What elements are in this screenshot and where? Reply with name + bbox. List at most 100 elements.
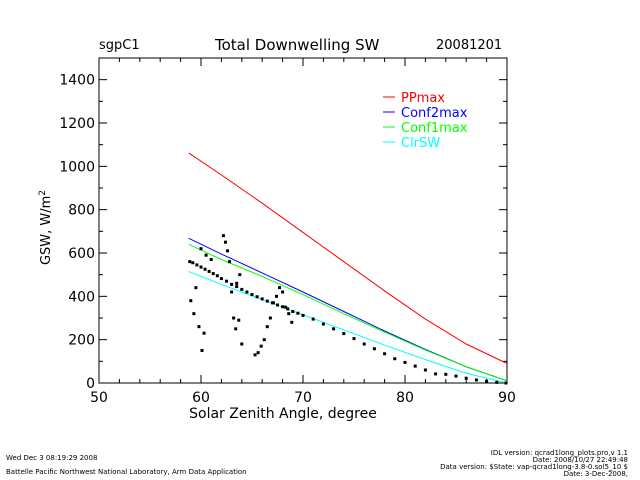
observed-point: [240, 287, 244, 291]
observed-point: [200, 349, 204, 352]
observed-point: [197, 325, 201, 329]
observed-point: [226, 249, 230, 253]
y-tick-label: 0: [86, 376, 95, 392]
observed-point: [362, 342, 366, 346]
observed-point: [195, 263, 199, 267]
observed-point: [199, 265, 203, 269]
footer-idl-version: IDL version: qcrad1long_plots.pro,v 1.1: [490, 449, 628, 457]
observed-point: [271, 301, 275, 305]
x-tick-label: 80: [396, 390, 414, 406]
footer-data-version: Data version: $State: vap-qcrad1long-3.8…: [440, 463, 628, 471]
observed-point: [230, 282, 234, 286]
observed-point: [188, 260, 192, 264]
observed-point: [284, 305, 288, 309]
observed-point: [192, 312, 196, 316]
observed-point: [255, 295, 259, 299]
observed-point: [223, 240, 227, 244]
footer-data-date: Date: 3-Dec-2008,: [563, 470, 628, 478]
observed-point: [276, 303, 279, 307]
observed-point: [228, 260, 232, 264]
observed-point: [372, 347, 376, 351]
observed-point: [240, 342, 244, 346]
observed-point: [235, 285, 239, 289]
y-axis-label: GSW, W/m2: [38, 190, 54, 265]
observed-point: [219, 277, 223, 281]
observed-point: [495, 380, 499, 384]
observed-point: [203, 267, 207, 271]
observed-point: [245, 290, 249, 294]
observed-point: [321, 322, 325, 326]
observed-point: [268, 316, 272, 320]
y-tick-label: 1000: [59, 159, 95, 175]
observed-point: [211, 272, 215, 276]
observed-point: [265, 299, 269, 303]
observed-point: [256, 351, 260, 355]
observed-point: [413, 364, 417, 368]
observed-point: [204, 253, 208, 257]
observed-point: [235, 281, 239, 285]
observed-point: [199, 247, 203, 251]
y-tick-label: 1400: [59, 73, 95, 89]
observed-point: [423, 368, 427, 372]
observed-point: [383, 352, 387, 356]
observed-point: [209, 258, 213, 261]
legend-label-conf2max: Conf2max: [401, 106, 468, 121]
observed-point: [202, 331, 206, 335]
observed-point: [504, 381, 508, 385]
site-label: sgpC1: [99, 38, 140, 53]
series-line-ppmax: [188, 152, 508, 364]
observed-point: [281, 305, 285, 309]
observed-point: [234, 327, 238, 331]
x-tick-label: 90: [498, 390, 516, 406]
observed-point: [454, 374, 458, 378]
chart-title: Total Downwelling SW: [215, 36, 380, 54]
footer-run-time: Wed Dec 3 08:19:29 2008: [6, 454, 98, 462]
observed-point: [403, 360, 407, 364]
observed-point: [296, 311, 300, 315]
observed-point: [290, 320, 294, 324]
observed-point: [352, 337, 356, 341]
observed-point: [393, 357, 397, 361]
y-tick-label: 600: [68, 246, 95, 262]
observed-point: [278, 286, 282, 290]
footer-idl-date: Date: 2008/10/27 22:49:48: [532, 456, 628, 464]
y-tick-label: 400: [68, 289, 95, 305]
legend-label-clrsw: ClrSW: [401, 136, 440, 151]
observed-point: [189, 299, 193, 303]
legend-label-conf1max: Conf1max: [401, 121, 468, 136]
series-line-clrsw: [188, 270, 508, 384]
observed-point: [238, 273, 242, 277]
observed-point: [434, 372, 438, 376]
observed-point: [281, 290, 285, 294]
series-line-conf2max: [188, 237, 508, 382]
observed-point: [311, 317, 315, 321]
footer-institution: Battelle Pacific Northwest National Labo…: [6, 468, 247, 476]
observed-point: [342, 332, 346, 336]
observed-point: [274, 294, 278, 298]
observed-point: [291, 310, 295, 313]
observed-point: [287, 312, 291, 316]
observed-point: [444, 372, 448, 376]
observed-point: [265, 325, 269, 329]
observed-point: [230, 290, 234, 294]
observed-point: [301, 313, 305, 317]
observed-point: [485, 379, 489, 383]
observed-point: [215, 274, 219, 278]
observed-point: [474, 378, 478, 382]
observed-point: [260, 297, 264, 301]
observed-point: [232, 316, 236, 320]
observed-point: [464, 376, 468, 380]
observed-point: [259, 344, 263, 348]
y-tick-label: 200: [68, 333, 95, 349]
observed-point: [286, 307, 290, 311]
observed-point: [221, 234, 225, 238]
legend-label-ppmax: PPmax: [401, 91, 445, 106]
observed-point: [332, 327, 336, 331]
observed-point: [262, 338, 266, 342]
x-tick-label: 60: [192, 390, 210, 406]
observed-point: [194, 286, 198, 290]
x-tick-label: 50: [90, 390, 108, 406]
observed-point: [253, 353, 257, 357]
